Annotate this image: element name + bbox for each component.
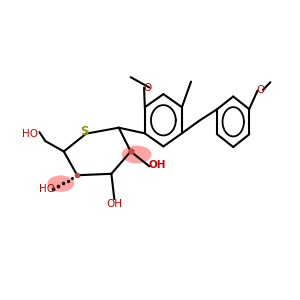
Text: O: O xyxy=(256,85,265,95)
Ellipse shape xyxy=(47,176,74,192)
Text: S: S xyxy=(80,125,89,138)
Text: HO: HO xyxy=(22,129,38,139)
Ellipse shape xyxy=(122,146,152,164)
Text: HO: HO xyxy=(39,184,55,194)
Text: OH: OH xyxy=(106,200,122,209)
Text: OH: OH xyxy=(149,160,166,170)
Text: O: O xyxy=(143,82,152,93)
